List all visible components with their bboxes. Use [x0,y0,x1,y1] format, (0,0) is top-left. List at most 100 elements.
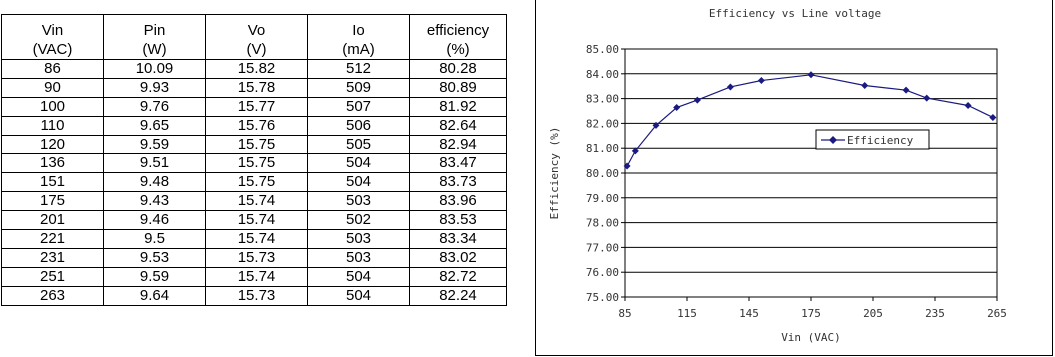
cell-io: 505 [307,134,410,155]
cell-io: 504 [307,172,410,193]
x-tick-label: 265 [987,307,1007,320]
cell-efficiency: 83.53 [409,210,507,231]
cell-vin: 221 [1,229,104,249]
cell-io: 512 [307,59,410,79]
data-point [861,81,869,89]
header-io-unit: (mA) [342,41,375,58]
x-tick-label: 115 [677,307,697,320]
cell-pin: 9.64 [103,285,206,306]
cell-io: 506 [307,115,410,136]
header-efficiency-unit: (%) [446,41,470,58]
header-vo: Vo (V) [205,14,308,60]
table-row: 175 9.43 15.74 503 83.96 [1,191,507,212]
data-point [807,71,815,79]
cell-vin: 263 [1,285,104,306]
table-row: 100 9.76 15.77 507 81.92 [1,96,507,117]
table-row: 136 9.51 15.75 504 83.47 [1,153,507,174]
cell-pin: 9.46 [103,210,206,231]
cell-vin: 151 [1,172,104,193]
x-tick-label: 145 [739,307,759,320]
table-row: 151 9.48 15.75 504 83.73 [1,172,507,193]
table-header-row: Vin (VAC) Pin (W) Vo (V) Io (mA) efficiency (… [1,14,507,60]
x-tick-label: 175 [801,307,821,320]
cell-vin: 251 [1,266,104,287]
cell-pin: 9.93 [103,77,206,98]
cell-efficiency: 83.96 [409,191,507,212]
cell-vo: 15.75 [205,172,308,193]
cell-pin: 9.76 [103,96,206,117]
series-line [626,74,994,167]
cell-vin: 120 [1,134,104,155]
legend-label: Efficiency [847,134,914,147]
header-vin: Vin (VAC) [1,14,104,60]
cell-pin: 9.51 [103,153,206,174]
table-row: 263 9.64 15.73 504 82.24 [1,285,507,306]
table-row: 251 9.59 15.74 504 82.72 [1,266,507,287]
plot-area [624,48,998,298]
table-row: 221 9.5 15.74 503 83.34 [1,229,507,249]
cell-efficiency: 82.24 [409,285,507,306]
cell-vo: 15.74 [205,210,308,231]
table-row: 110 9.65 15.76 506 82.64 [1,115,507,136]
data-point [964,102,972,110]
y-axis-label: Efficiency (%) [548,127,561,220]
table-row: 90 9.93 15.78 509 80.89 [1,77,507,98]
data-point [757,76,765,84]
cell-io: 503 [307,247,410,268]
cell-vo: 15.78 [205,77,308,98]
cell-vo: 15.76 [205,115,308,136]
cell-io: 504 [307,285,410,306]
header-pin: Pin (W) [103,14,206,60]
header-io-name: Io [352,22,365,39]
cell-efficiency: 82.64 [409,115,507,136]
cell-vin: 201 [1,210,104,231]
cell-vin: 175 [1,191,104,212]
grid-group [621,48,998,301]
cell-vin: 100 [1,96,104,117]
data-point [623,162,631,170]
data-point [673,104,681,112]
cell-efficiency: 80.28 [409,59,507,79]
cell-vo: 15.82 [205,59,308,79]
x-tick-label: 205 [863,307,883,320]
cell-io: 504 [307,153,410,174]
y-tick-labels: 75.00 76.00 77.00 78.00 79.00 80.00 81.00 82.00… [586,43,619,304]
data-point [652,121,660,129]
header-vin-unit: (VAC) [32,41,73,58]
cell-vo: 15.75 [205,153,308,174]
cell-efficiency: 82.94 [409,134,507,155]
y-tick-label: 85.00 [586,43,619,56]
header-pin-unit: (W) [142,41,167,58]
cell-vo: 15.77 [205,96,308,117]
cell-vin: 90 [1,77,104,98]
header-vin-name: Vin [41,22,64,39]
cell-io: 504 [307,266,410,287]
y-tick-label: 79.00 [586,192,619,205]
x-axis-label: Vin (VAC) [781,331,841,344]
cell-vo: 15.74 [205,266,308,287]
cell-pin: 9.59 [103,134,206,155]
cell-pin: 10.09 [103,59,206,79]
x-tick-label: 235 [925,307,945,320]
cell-efficiency: 80.89 [409,77,507,98]
data-table: Vin (VAC) Pin (W) Vo (V) Io (mA) efficiency (… [1,14,507,306]
cell-io: 507 [307,96,410,117]
cell-io: 502 [307,210,410,231]
data-point [989,113,997,121]
table-row: 120 9.59 15.75 505 82.94 [1,134,507,155]
cell-pin: 9.59 [103,266,206,287]
chart-frame: Efficiency vs Line voltage 75.00 76.00 77.… [535,0,1053,356]
header-vo-name: Vo [247,22,266,39]
cell-vo: 15.74 [205,229,308,249]
header-io: Io (mA) [307,14,410,60]
cell-vo: 15.75 [205,134,308,155]
cell-vin: 231 [1,247,104,268]
data-point [726,83,734,91]
table-row: 86 10.09 15.82 512 80.28 [1,59,507,79]
cell-pin: 9.5 [103,229,206,249]
header-efficiency-name: efficiency [426,22,490,39]
legend-marker [829,136,837,144]
y-tick-label: 82.00 [586,117,619,130]
header-vo-unit: (V) [246,41,267,58]
x-tick-label: 85 [618,307,631,320]
